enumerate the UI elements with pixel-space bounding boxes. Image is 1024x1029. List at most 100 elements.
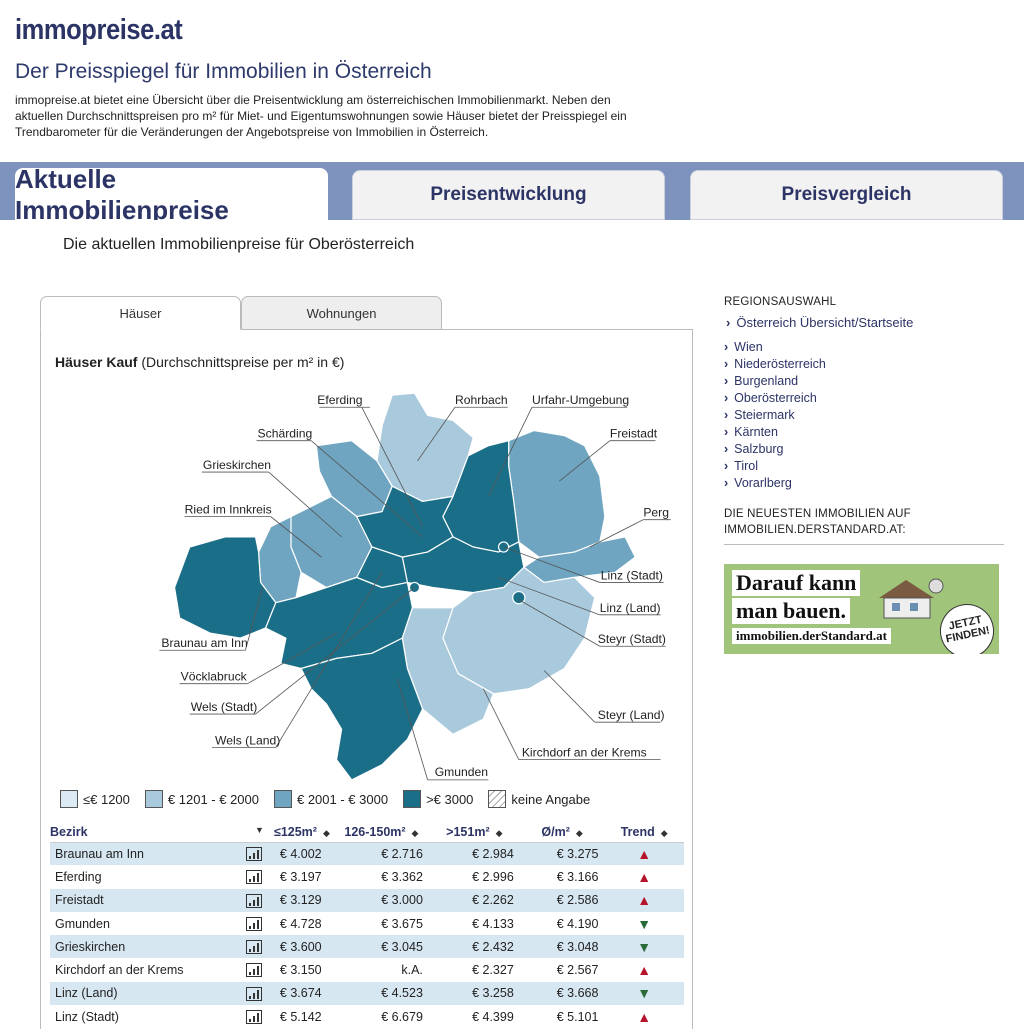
sort-icon[interactable]: ◆ [495, 827, 503, 838]
bar-chart-icon[interactable] [246, 940, 263, 955]
bar-chart-icon[interactable] [246, 870, 263, 885]
sort-icon[interactable]: ◆ [322, 827, 330, 838]
legend-swatch [273, 790, 292, 808]
cell-chart[interactable] [238, 842, 270, 866]
label-freistadt: Freistadt [610, 427, 658, 441]
cell-126-150: € 3.045 [333, 935, 429, 959]
subtab-haeuser[interactable]: Häuser [40, 296, 241, 330]
cell-chart[interactable] [239, 1005, 270, 1028]
sort-down-icon[interactable]: ▼ [255, 824, 264, 835]
bar-chart-icon[interactable] [246, 893, 263, 908]
cell-125: € 3.129 [269, 888, 334, 912]
district-gmunden[interactable] [300, 637, 424, 781]
trend-up-icon: ▲ [637, 962, 652, 979]
cell-chart[interactable] [239, 958, 270, 981]
bar-chart-icon[interactable] [246, 847, 263, 862]
site-logo[interactable]: immopreise.at [15, 14, 183, 46]
sidebar-divider [724, 544, 1004, 545]
trend-down-icon: ▼ [637, 938, 652, 955]
cell-bezirk[interactable]: Gmunden [55, 916, 110, 931]
bar-chart-icon[interactable] [246, 1010, 263, 1025]
tab-preisvergleich[interactable]: Preisvergleich [690, 170, 1003, 220]
th-125[interactable]: ≤125m² ◆ [269, 822, 334, 843]
th-avg[interactable]: Ø/m² ◆ [519, 822, 605, 843]
table-row[interactable]: Freistadt € 3.129 € 3.000 € 2.262 € 2.586 ▲ [50, 888, 684, 912]
district-steyr-stadt[interactable] [512, 590, 526, 605]
cell-bezirk[interactable]: Freistadt [50, 888, 239, 912]
cell-chart[interactable] [239, 912, 270, 935]
sort-icon[interactable]: ◆ [411, 827, 419, 838]
district-linz-land[interactable] [401, 536, 525, 594]
cell-bezirk[interactable]: Linz (Land) [50, 981, 239, 1006]
legend-label: >€ 3000 [426, 791, 474, 807]
cell-chart[interactable] [238, 981, 270, 1006]
th-151[interactable]: >151m² ◆ [428, 822, 520, 843]
sidebar-region-link[interactable]: Burgenland [724, 373, 1004, 390]
cell-151: € 2.996 [472, 869, 514, 884]
table-row[interactable]: Braunau am Inn € 4.002 € 2.716 € 2.984 € 3.2… [50, 842, 684, 866]
ad-line-2: man bauen. [732, 598, 851, 624]
table-row[interactable]: Linz (Stadt) € 5.142 € 6.679 € 4.399 € 5.101… [50, 1005, 684, 1028]
table-row[interactable]: Gmunden € 4.728 € 3.675 € 4.133 € 4.190 ▼ [50, 912, 684, 935]
sidebar-link-overview[interactable]: Österreich Übersicht/Startseite [726, 314, 1004, 331]
sidebar-region-link[interactable]: Tirol [724, 458, 1004, 475]
sidebar-region-link[interactable]: Niederösterreich [724, 356, 1004, 373]
tab-preisentwicklung[interactable]: Preisentwicklung [352, 170, 665, 220]
label-steyr-stadt: Steyr (Stadt) [598, 632, 666, 646]
th-126-150-label: 126-150m² [344, 824, 406, 839]
cell-bezirk[interactable]: Braunau am Inn [50, 842, 239, 866]
sidebar-region-link[interactable]: Kärnten [724, 424, 1004, 441]
label-wels-land: Wels (Land) [215, 733, 280, 747]
th-bezirk[interactable]: Bezirk ▼ [50, 822, 270, 843]
table-row[interactable]: Linz (Land) € 3.674 € 4.523 € 3.258 € 3.668 ▼ [50, 981, 684, 1006]
subtab-divider [40, 329, 693, 330]
cell-trend: ▲ [604, 865, 684, 888]
ad-badge[interactable]: JETZT FINDEN! [934, 598, 999, 654]
sidebar: REGIONSAUSWAHL Österreich Übersicht/Star… [724, 296, 1004, 545]
cell-trend: ▲ [604, 842, 684, 866]
label-braunau-am-inn: Braunau am Inn [161, 636, 247, 650]
subtab-wohnungen[interactable]: Wohnungen [241, 296, 442, 330]
region-list: WienNiederösterreichBurgenlandOberösterr… [724, 339, 1004, 492]
derstandard-ad-banner[interactable]: Darauf kann man bauen. immobilien.derSta… [724, 564, 999, 654]
cell-trend: ▲ [604, 888, 684, 912]
cell-126-150: € 3.362 [381, 869, 423, 884]
cell-chart[interactable] [238, 888, 270, 912]
cell-126-150: € 3.675 [381, 916, 423, 931]
cell-126-150: € 6.679 [381, 1009, 423, 1024]
th-trend[interactable]: Trend ◆ [604, 822, 684, 843]
bar-chart-icon[interactable] [246, 963, 263, 978]
sidebar-region-link[interactable]: Oberösterreich [724, 390, 1004, 407]
th-avg-label: Ø/m² [541, 824, 570, 839]
th-126-150[interactable]: 126-150m² ◆ [333, 822, 429, 843]
cell-151: € 2.327 [472, 963, 514, 978]
table-row[interactable]: Eferding € 3.197 € 3.362 € 2.996 € 3.166 ▲ [50, 865, 684, 888]
legend-item: ≤€ 1200 [60, 790, 130, 808]
house-icon [879, 578, 944, 619]
sidebar-region-link[interactable]: Wien [724, 339, 1004, 356]
cell-bezirk[interactable]: Linz (Stadt) [55, 1009, 119, 1024]
district-wels-land[interactable] [356, 546, 409, 589]
upper-austria-map: Eferding Rohrbach Urfahr-Umgebung Schärd… [159, 392, 671, 781]
cell-bezirk[interactable]: Grieskirchen [50, 935, 239, 959]
bar-chart-icon[interactable] [246, 916, 263, 931]
table-row[interactable]: Kirchdorf an der Krems € 3.150 k.A. € 2.327… [50, 958, 684, 981]
sidebar-region-link[interactable]: Vorarlberg [724, 475, 1004, 492]
cell-bezirk[interactable]: Kirchdorf an der Krems [55, 963, 184, 978]
cell-avg: € 3.048 [519, 935, 605, 959]
sidebar-region-link[interactable]: Steiermark [724, 407, 1004, 424]
trend-up-icon: ▲ [637, 868, 652, 885]
table-row[interactable]: Grieskirchen € 3.600 € 3.045 € 2.432 € 3.048… [50, 935, 684, 959]
district-freistadt[interactable] [508, 429, 606, 558]
sort-icon[interactable]: ◆ [575, 827, 583, 838]
sidebar-region-link[interactable]: Salzburg [724, 441, 1004, 458]
cell-bezirk[interactable]: Eferding [55, 869, 102, 884]
cell-chart[interactable] [238, 935, 270, 959]
cell-chart[interactable] [239, 865, 270, 888]
ad-line-3: immobilien.derStandard.at [732, 628, 891, 644]
bar-chart-icon[interactable] [246, 986, 263, 1001]
cell-126-150: € 4.523 [333, 981, 429, 1006]
map-legend: ≤€ 1200 € 1201 - € 2000 € 2001 - € 3000 … [60, 789, 605, 809]
sort-icon[interactable]: ◆ [660, 827, 668, 838]
tab-aktuelle-immobilienpreise[interactable]: Aktuelle Immobilienpreise [15, 164, 328, 225]
